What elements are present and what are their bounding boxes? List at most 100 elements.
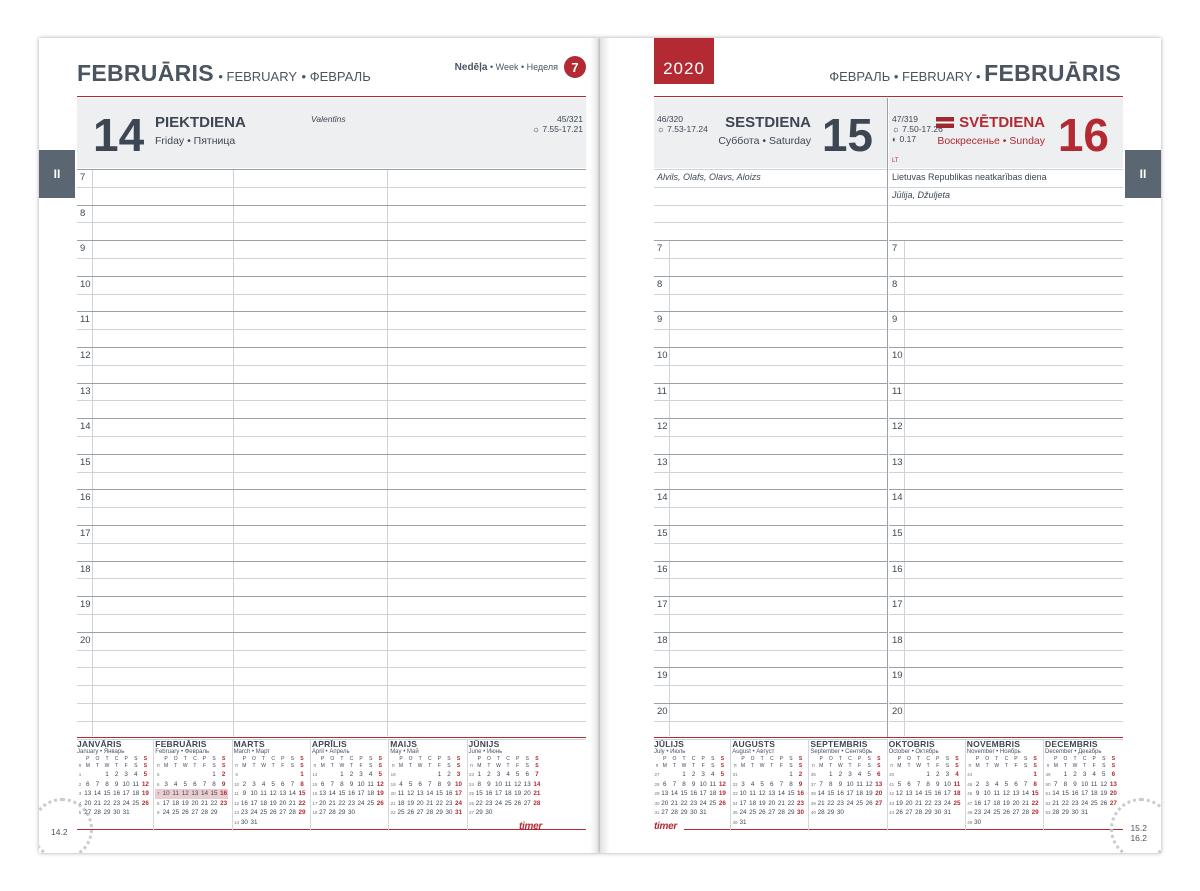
hour-label: 7 xyxy=(80,172,86,183)
sun-times: 7.50-17.26 xyxy=(902,123,943,134)
hour-line xyxy=(889,703,1123,704)
left-page: FEBRUĀRIS • FEBRUARY • ФЕВРАЛЬ Nedēļa • … xyxy=(39,38,600,853)
mini-calendar-month-sub: April • Апрель xyxy=(311,749,350,755)
hour-line xyxy=(889,311,1123,313)
hour-label: 8 xyxy=(892,278,898,290)
grid-line xyxy=(889,471,1123,473)
grid-line xyxy=(654,436,887,437)
grid-line xyxy=(889,720,1123,722)
day-count: 45/321 xyxy=(557,114,583,124)
month-tab-left[interactable]: II xyxy=(39,150,75,198)
hour-label: 8 xyxy=(657,278,663,290)
hour-label: 19 xyxy=(892,670,903,682)
hour-line xyxy=(77,560,586,562)
grid-line xyxy=(77,329,586,331)
hour-label: 11 xyxy=(657,385,667,397)
grid-line xyxy=(889,436,1123,437)
mini-calendar-month-name: OKTOBRIS xyxy=(888,739,935,749)
hour-line xyxy=(654,347,887,348)
grid-line xyxy=(77,667,586,669)
grid-line xyxy=(889,293,1123,295)
grid-line xyxy=(77,186,586,188)
hour-line xyxy=(77,169,586,170)
nameday-15: Alvils, Olafs, Olavs, Aloizs xyxy=(657,172,761,182)
moon-phase: 0.17 xyxy=(899,133,917,144)
grid-line xyxy=(77,400,586,402)
hour-label: 19 xyxy=(80,599,91,611)
mini-calendar-rule xyxy=(654,737,1123,738)
hour-line xyxy=(654,240,887,242)
latvian-flag-icon xyxy=(936,117,955,128)
nameday-16: Jūlija, Džuljeta xyxy=(892,190,951,200)
hour-line xyxy=(654,453,887,455)
hour-line xyxy=(654,703,887,704)
mini-calendar-divider xyxy=(808,739,810,831)
holiday-16: Lietuvas Republikas neatkarības diena xyxy=(892,172,1047,182)
nameday: Valentīns xyxy=(311,114,346,124)
year-box: 2020 xyxy=(654,38,714,84)
hour-label: 16 xyxy=(892,563,903,575)
mini-calendar-month-sub: September • Сентябрь xyxy=(810,749,873,755)
hour-line xyxy=(889,596,1123,598)
grid-line xyxy=(889,507,1123,509)
grid-line xyxy=(654,400,887,402)
grid-line xyxy=(889,738,1123,740)
week-badge: Nedēļa • Week • Неделя 7 xyxy=(455,56,586,78)
hour-line xyxy=(889,560,1123,562)
grid-line xyxy=(77,471,586,473)
hour-line xyxy=(889,525,1123,526)
grid-line xyxy=(77,685,586,687)
hour-label: 11 xyxy=(80,314,90,326)
hour-label: 8 xyxy=(80,207,86,219)
hour-label: 12 xyxy=(80,350,91,361)
month-title-en: FEBRUARY xyxy=(226,69,298,84)
grid-line xyxy=(654,738,887,740)
day-header-15: 46/320 ☼ 7.53-17.24 SESTDIENA Суббота • … xyxy=(654,98,887,168)
hour-label: 17 xyxy=(80,528,91,539)
month-tab-right[interactable]: II xyxy=(1125,150,1161,198)
footer-rule xyxy=(77,829,586,830)
right-page: 2020 ФЕВРАЛЬ • FEBRUARY • FEBRUĀRIS 46/3… xyxy=(600,38,1161,853)
mini-calendar-month-sub: August • Август xyxy=(732,749,775,755)
hour-line xyxy=(889,275,1123,277)
hour-label: 14 xyxy=(892,492,903,504)
grid-line xyxy=(889,186,1123,188)
hour-grid-15: 7 8 9 10 11 12 13 14 15 16 17 18 19 20 xyxy=(654,169,887,740)
hour-label: 18 xyxy=(80,563,91,575)
grid-line xyxy=(77,703,586,704)
hour-line xyxy=(654,631,887,633)
hour-line xyxy=(77,240,586,242)
hour-label: 7 xyxy=(657,243,663,255)
hour-line xyxy=(889,489,1123,491)
mini-calendar-rule xyxy=(77,737,586,738)
grid-line xyxy=(889,364,1123,366)
mini-calendar-month-name: JŪNIJS xyxy=(468,739,500,749)
decorative-dots xyxy=(1110,798,1161,853)
hour-label: 17 xyxy=(892,599,903,611)
day-divider xyxy=(887,98,888,738)
header-rule xyxy=(654,96,1123,97)
grid-line xyxy=(889,685,1123,687)
grid-line xyxy=(889,258,1123,259)
column-divider xyxy=(233,169,234,736)
mini-calendar-divider xyxy=(388,739,390,831)
mini-calendar-month-sub: October • Октябрь xyxy=(888,749,939,755)
hour-line xyxy=(654,275,887,277)
hour-line xyxy=(654,525,887,526)
mini-calendar-month-name: MAIJS xyxy=(390,739,418,749)
mini-calendar-month-name: JŪLIJS xyxy=(654,739,685,749)
moon-icon: ◐ xyxy=(892,133,900,144)
right-month-header: ФЕВРАЛЬ • FEBRUARY • FEBRUĀRIS xyxy=(829,60,1121,86)
grid-line xyxy=(77,222,586,224)
mini-calendar-divider xyxy=(309,739,311,831)
grid-line xyxy=(77,364,586,366)
grid-line xyxy=(889,578,1123,580)
hour-label: 12 xyxy=(657,421,668,433)
mini-calendar-month-name: JANVĀRIS xyxy=(77,739,122,749)
hour-label: 13 xyxy=(80,385,91,397)
